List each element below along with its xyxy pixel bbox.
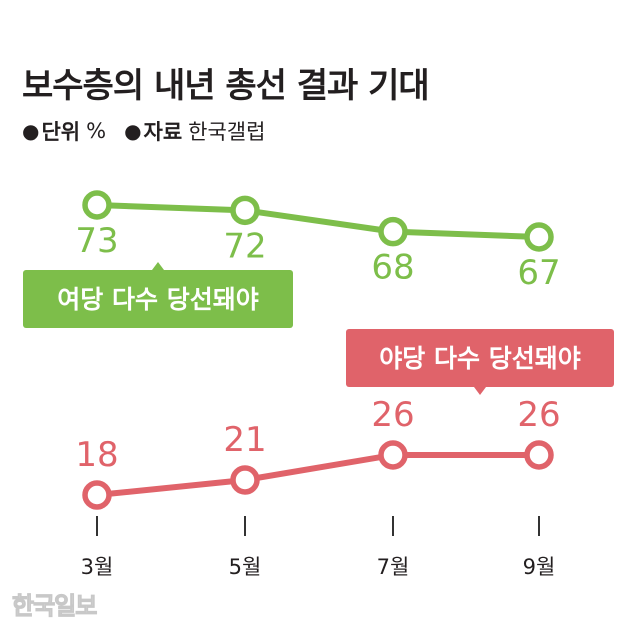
- data-point: [524, 440, 554, 470]
- data-point: [378, 440, 408, 470]
- watermark-logo: 한국일보: [11, 592, 97, 621]
- bullet-icon: ●: [22, 119, 40, 143]
- data-point: [82, 190, 112, 220]
- data-point: [524, 222, 554, 252]
- data-label: 26: [517, 395, 560, 435]
- badge-pointer: [474, 387, 486, 395]
- data-label: 67: [517, 253, 560, 293]
- source-label: 자료: [143, 120, 183, 144]
- badge-pointer: [152, 262, 164, 270]
- x-tick-label: 7월: [377, 555, 410, 579]
- unit-label: 단위: [41, 120, 81, 144]
- series-name: 야당 다수 당선돼야: [379, 344, 580, 373]
- data-label: 26: [371, 395, 414, 435]
- x-tick-label: 9월: [523, 555, 556, 579]
- source-value: 한국갤럽: [188, 120, 266, 144]
- data-point: [378, 216, 408, 247]
- series-badge: [23, 270, 293, 328]
- data-label: 68: [371, 248, 414, 288]
- data-label: 73: [75, 221, 118, 261]
- series-line: [96, 452, 539, 498]
- series-badge: [346, 329, 614, 387]
- chart-title: 보수층의 내년 총선 결과 기대: [22, 66, 430, 106]
- x-tick-label: 3월: [81, 555, 114, 579]
- unit-value: %: [86, 119, 107, 143]
- data-point: [230, 465, 260, 495]
- data-label: 18: [75, 435, 118, 475]
- data-point: [230, 195, 260, 226]
- x-tick-label: 5월: [229, 555, 262, 579]
- data-label: 21: [223, 420, 266, 460]
- chart-meta: ● 단위 % ● 자료 한국갤럽: [22, 116, 283, 146]
- series-line: [96, 202, 540, 240]
- data-label: 72: [223, 226, 266, 266]
- bullet-icon: ●: [124, 119, 142, 143]
- series-name: 여당 다수 당선돼야: [57, 285, 258, 314]
- data-point: [82, 480, 112, 510]
